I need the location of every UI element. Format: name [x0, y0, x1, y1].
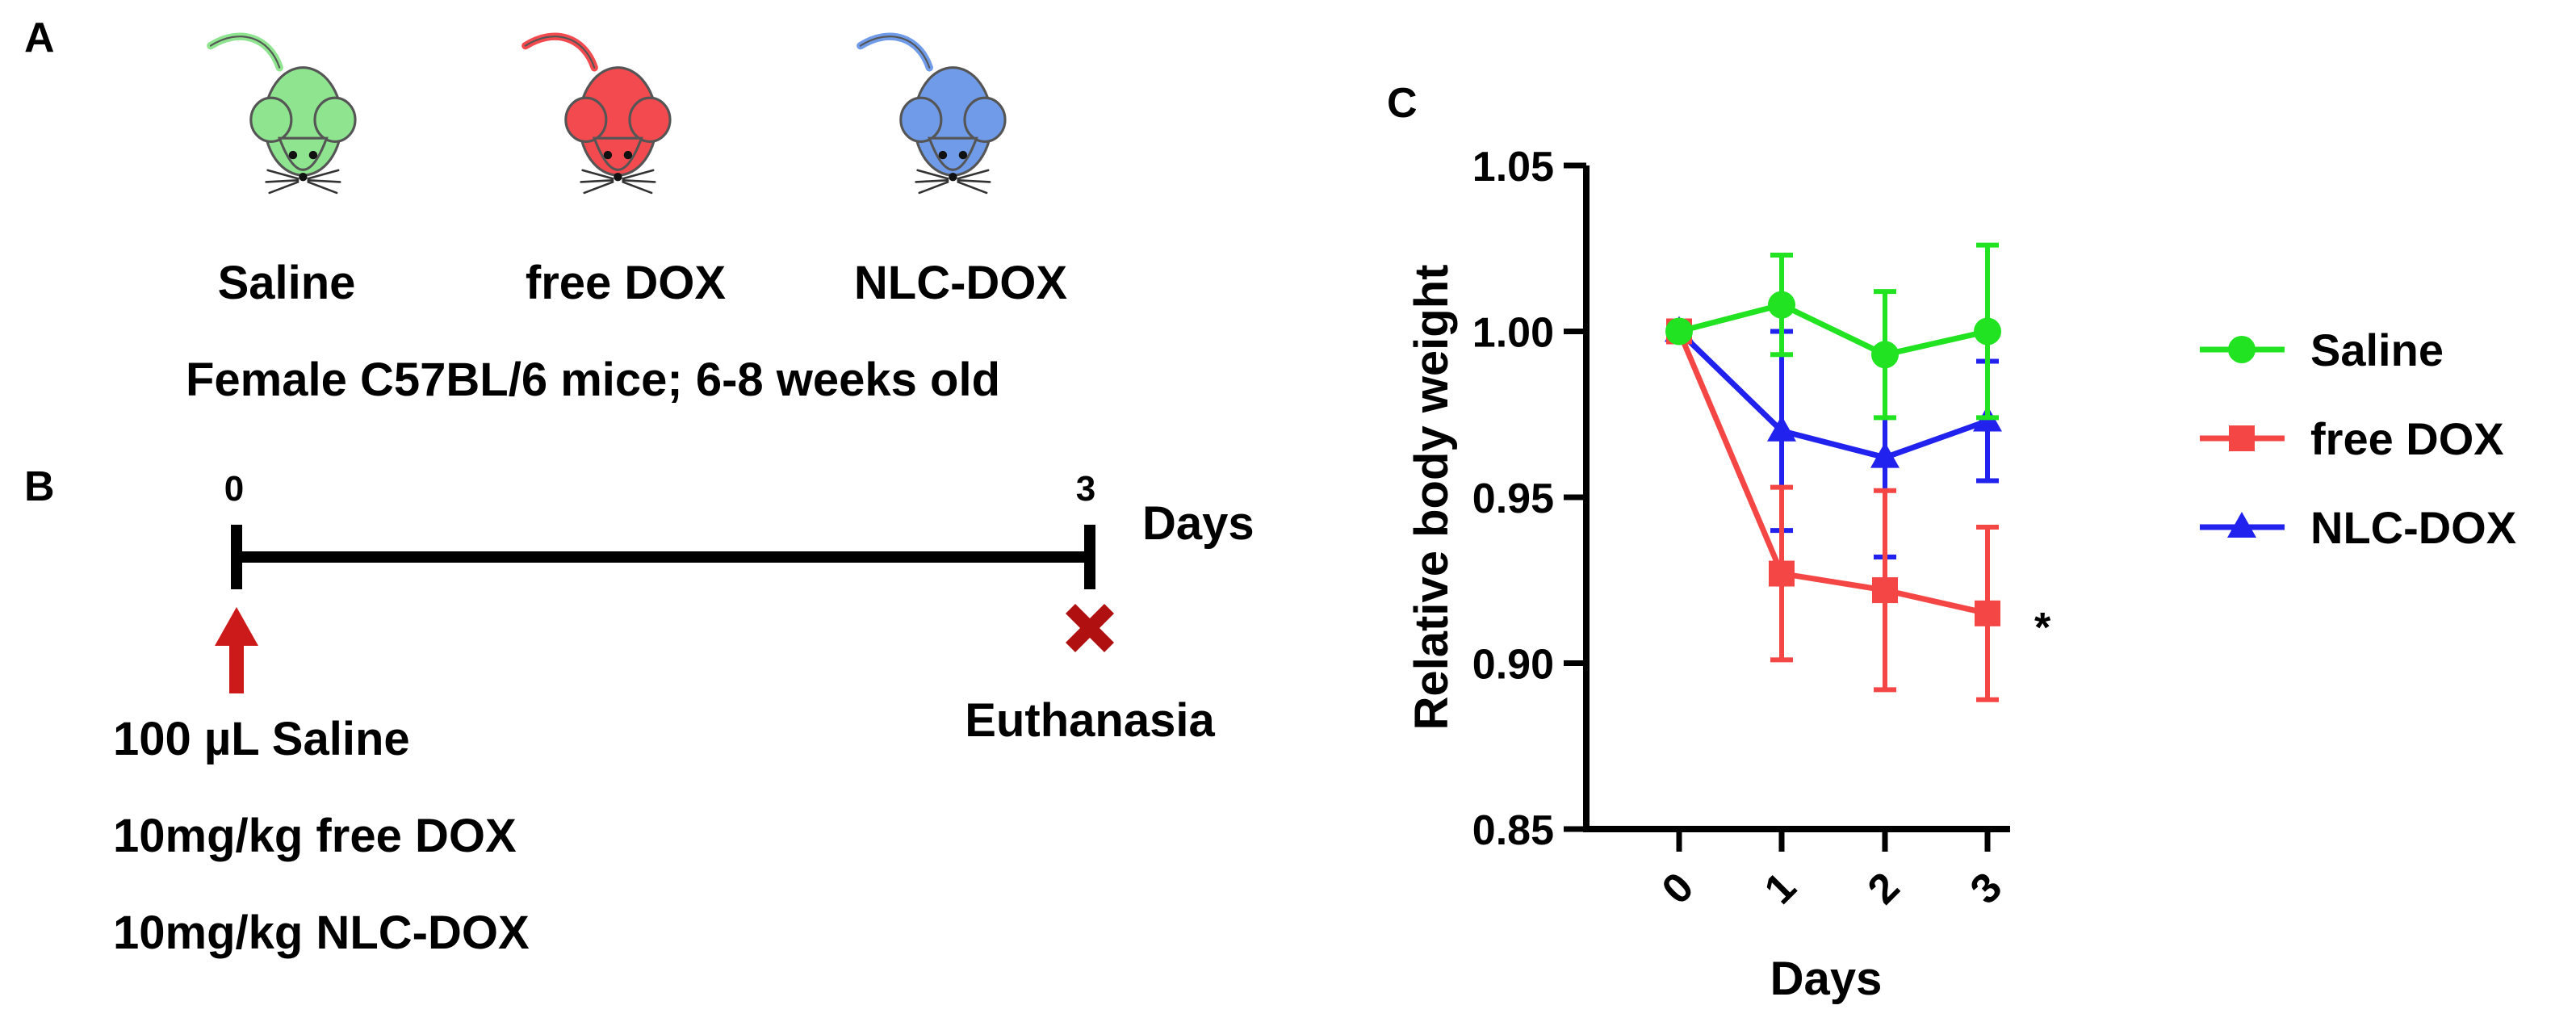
data-point-free-dox [1769, 560, 1795, 587]
y-axis-title: Relative body weight [1405, 265, 1458, 731]
euthanasia-cross-icon [1066, 604, 1114, 652]
series-free-dox [1666, 318, 2000, 702]
series-line-free-dox [1676, 330, 1988, 617]
data-point-free-dox [1975, 600, 2000, 626]
legend-label-nlc-dox: NLC-DOX [2310, 502, 2516, 553]
legend-item-free-dox: free DOX [2200, 413, 2504, 464]
series-saline [1665, 242, 2001, 421]
data-point-free-dox [1872, 577, 1898, 604]
euthanasia-label: Euthanasia [965, 694, 1215, 747]
x-tick-label: 1 [1756, 864, 1805, 913]
legend-item-saline: Saline [2200, 325, 2444, 375]
injection-arrow-icon [215, 607, 258, 693]
panel-c-label: C [1387, 80, 1418, 127]
legend-marker-saline [2228, 336, 2256, 363]
y-tick-label: 0.95 [1472, 475, 1554, 522]
series-nlc-dox [1665, 316, 2002, 559]
mouse-nlc-dox-icon [859, 35, 1007, 195]
group-label-saline: Saline [218, 257, 356, 309]
y-tick-label: 0.90 [1472, 642, 1554, 689]
data-point-nlc-dox [1870, 442, 1900, 468]
series-line-saline [1678, 301, 1988, 358]
timeline-unit: Days [1142, 497, 1254, 550]
mouse-free-dox-icon [524, 35, 672, 195]
body-weight-chart: 0.85 0.90 0.95 1.00 1.05 0 1 2 3 Relative body … [1405, 144, 2051, 1005]
legend-marker-free-dox [2229, 425, 2255, 451]
data-point-saline [1871, 341, 1899, 369]
legend-label-free-dox: free DOX [2310, 413, 2504, 464]
x-tick-label: 0 [1653, 864, 1703, 913]
mouse-saline-icon [209, 35, 357, 195]
data-point-nlc-dox [1767, 415, 1796, 442]
x-tick-label: 2 [1859, 864, 1908, 913]
legend-label-saline: Saline [2310, 325, 2444, 375]
y-tick-label: 1.00 [1472, 310, 1554, 357]
timeline-start-day: 0 [224, 469, 244, 509]
dose-saline: 100 µL Saline [113, 713, 410, 765]
data-point-saline [1768, 291, 1795, 319]
y-tick-label: 0.85 [1472, 807, 1554, 854]
chart-legend: Saline free DOX NLC-DOX [2200, 325, 2516, 553]
legend-marker-nlc-dox [2227, 512, 2256, 538]
data-point-saline [1665, 317, 1693, 346]
mice-caption: Female C57BL/6 mice; 6-8 weeks old [186, 354, 1000, 406]
panel-a-label: A [24, 15, 55, 61]
timeline-end-day: 3 [1076, 469, 1095, 509]
legend-item-nlc-dox: NLC-DOX [2200, 502, 2516, 553]
significance-asterisk: * [2034, 605, 2051, 651]
panel-b-label: B [24, 463, 55, 510]
x-tick-label: 3 [1962, 864, 2011, 913]
x-axis-title: Days [1770, 953, 1883, 1005]
dose-free-dox: 10mg/kg free DOX [113, 810, 517, 862]
group-label-free-dox: free DOX [526, 257, 727, 309]
data-point-saline [1974, 317, 2001, 346]
y-tick-label: 1.05 [1472, 144, 1554, 191]
group-label-nlc-dox: NLC-DOX [854, 257, 1068, 309]
series-line-nlc-dox [1677, 329, 1989, 461]
dose-nlc-dox: 10mg/kg NLC-DOX [113, 907, 530, 959]
